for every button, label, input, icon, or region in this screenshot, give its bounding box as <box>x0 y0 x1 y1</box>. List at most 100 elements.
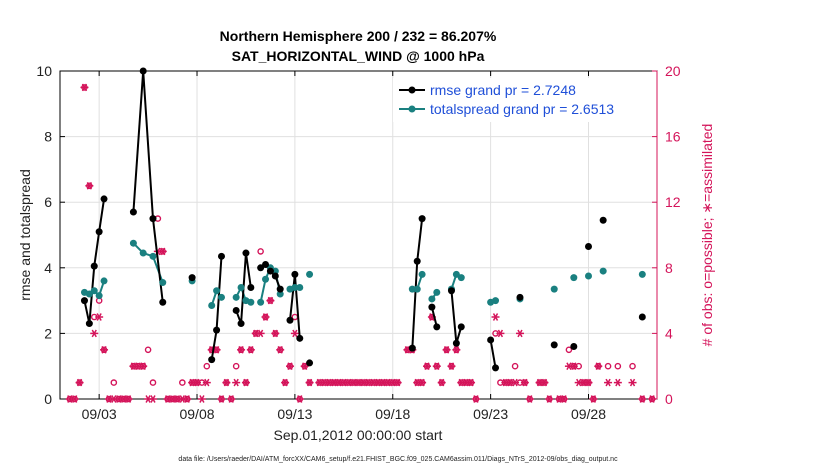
rmse-point <box>291 270 299 278</box>
spread-point <box>149 252 157 260</box>
obs-assimilated-point <box>139 362 148 371</box>
obs-assimilated-point <box>222 378 231 387</box>
obs-assimilated-point <box>305 378 314 387</box>
obs-assimilated-point <box>560 395 569 403</box>
rmse-point <box>306 359 314 367</box>
spread-point <box>638 270 646 278</box>
obs-assimilated-point <box>545 395 554 403</box>
rmse-point <box>452 339 460 347</box>
obs-assimilated-point <box>95 313 104 321</box>
obs-assimilated-point <box>202 378 211 387</box>
obs-assimilated-point <box>393 378 402 387</box>
obs-markers <box>65 83 657 403</box>
y-tick-label: 0 <box>44 391 52 407</box>
y-axis-label: rmse and totalspread <box>17 169 33 301</box>
rmse-line-segment <box>411 218 424 349</box>
y-right-tick-label: 12 <box>665 194 681 210</box>
obs-assimilated-point <box>85 181 94 190</box>
rmse-point <box>271 272 279 280</box>
rmse-point <box>217 252 225 260</box>
obs-assimilated-point <box>594 362 603 371</box>
spread-point <box>296 283 304 291</box>
spread-point <box>584 272 592 280</box>
spread-point <box>570 274 578 282</box>
obs-assimilated-point <box>628 378 637 387</box>
obs-assimilated-point <box>256 329 265 338</box>
rmse-point <box>550 341 558 349</box>
obs-possible-point <box>614 362 622 370</box>
obs-assimilated-point <box>467 378 476 387</box>
obs-possible-point <box>565 346 573 354</box>
y-tick-label: 10 <box>36 63 52 79</box>
y-right-tick-label: 4 <box>665 325 673 341</box>
legend-label-spread: totalspread grand pr = 2.6513 <box>430 101 614 117</box>
legend-box <box>393 78 650 122</box>
rmse-point <box>447 287 455 295</box>
obs-possible-point <box>604 362 612 370</box>
obs-assimilated-point <box>638 395 647 403</box>
obs-assimilated-point <box>285 362 294 371</box>
y-tick-label: 4 <box>44 260 52 276</box>
legend: rmse grand pr = 2.7248 totalspread grand… <box>393 78 650 122</box>
rmse-point <box>516 293 524 301</box>
obs-assimilated-point <box>511 378 520 387</box>
obs-assimilated-point <box>148 395 157 403</box>
y-tick-label: 6 <box>44 194 52 210</box>
spread-point <box>139 249 147 257</box>
spread-point <box>100 277 108 285</box>
obs-assimilated-point <box>183 395 192 403</box>
rmse-point <box>90 262 98 270</box>
obs-assimilated-point <box>100 345 109 354</box>
y-right-tick-label: 8 <box>665 260 673 276</box>
rmse-point <box>85 320 93 328</box>
spread-point <box>291 283 299 291</box>
rmse-point <box>95 228 103 236</box>
obs-assimilated-point <box>452 345 461 354</box>
y-right-tick-label: 16 <box>665 129 681 145</box>
rmse-line-segment <box>450 290 463 344</box>
obs-assimilated-point <box>648 395 657 403</box>
x-tick-label: 09/08 <box>179 406 214 422</box>
spread-point <box>232 293 240 301</box>
obs-assimilated-point <box>232 378 241 387</box>
spread-point <box>95 292 103 300</box>
obs-assimilated-point <box>300 362 309 371</box>
obs-possible-point <box>257 248 264 255</box>
obs-assimilated-point <box>227 395 236 403</box>
obs-assimilated-point <box>295 395 304 403</box>
obs-assimilated-point <box>447 362 456 371</box>
chart-title: Northern Hemisphere 200 / 232 = 86.207% <box>220 28 497 44</box>
rmse-line-segment <box>132 70 164 303</box>
obs-assimilated-point <box>75 378 84 387</box>
rmse-point <box>242 249 250 257</box>
spread-point <box>550 285 558 293</box>
obs-assimilated-point <box>515 329 524 338</box>
obs-assimilated-point <box>540 378 549 387</box>
x-tick-label: 09/03 <box>82 406 117 422</box>
spread-point <box>457 274 465 282</box>
spread-point <box>413 285 421 293</box>
obs-possible-point <box>629 362 636 370</box>
obs-assimilated-point <box>271 329 280 338</box>
rmse-point <box>100 195 108 203</box>
obs-possible-point <box>511 362 519 370</box>
obs-assimilated-point <box>432 362 441 371</box>
rmse-point <box>570 343 578 351</box>
obs-assimilated-point <box>423 362 432 371</box>
obs-possible-point <box>203 362 211 370</box>
obs-assimilated-point <box>520 378 529 387</box>
rmse-point <box>408 344 416 352</box>
footer-data-file: data file: /Users/raeder/DAI/ATM_forcXX/… <box>178 456 618 463</box>
axis-ticks: 09/03 09/08 09/13 09/18 09/23 09/28 0 2 4 6 8 10 0 4 8… <box>36 63 680 422</box>
rmse-point <box>428 303 436 311</box>
rmse-point <box>413 257 421 265</box>
obs-assimilated-point <box>471 395 480 403</box>
rmse-point <box>584 242 592 250</box>
rmse-point <box>492 364 500 372</box>
rmse-point <box>159 298 167 306</box>
legend-label-rmse: rmse grand pr = 2.7248 <box>430 82 576 98</box>
obs-assimilated-point <box>158 247 167 256</box>
rmse-point <box>296 334 304 342</box>
x-tick-label: 09/13 <box>277 406 312 422</box>
obs-assimilated-point <box>276 345 285 354</box>
